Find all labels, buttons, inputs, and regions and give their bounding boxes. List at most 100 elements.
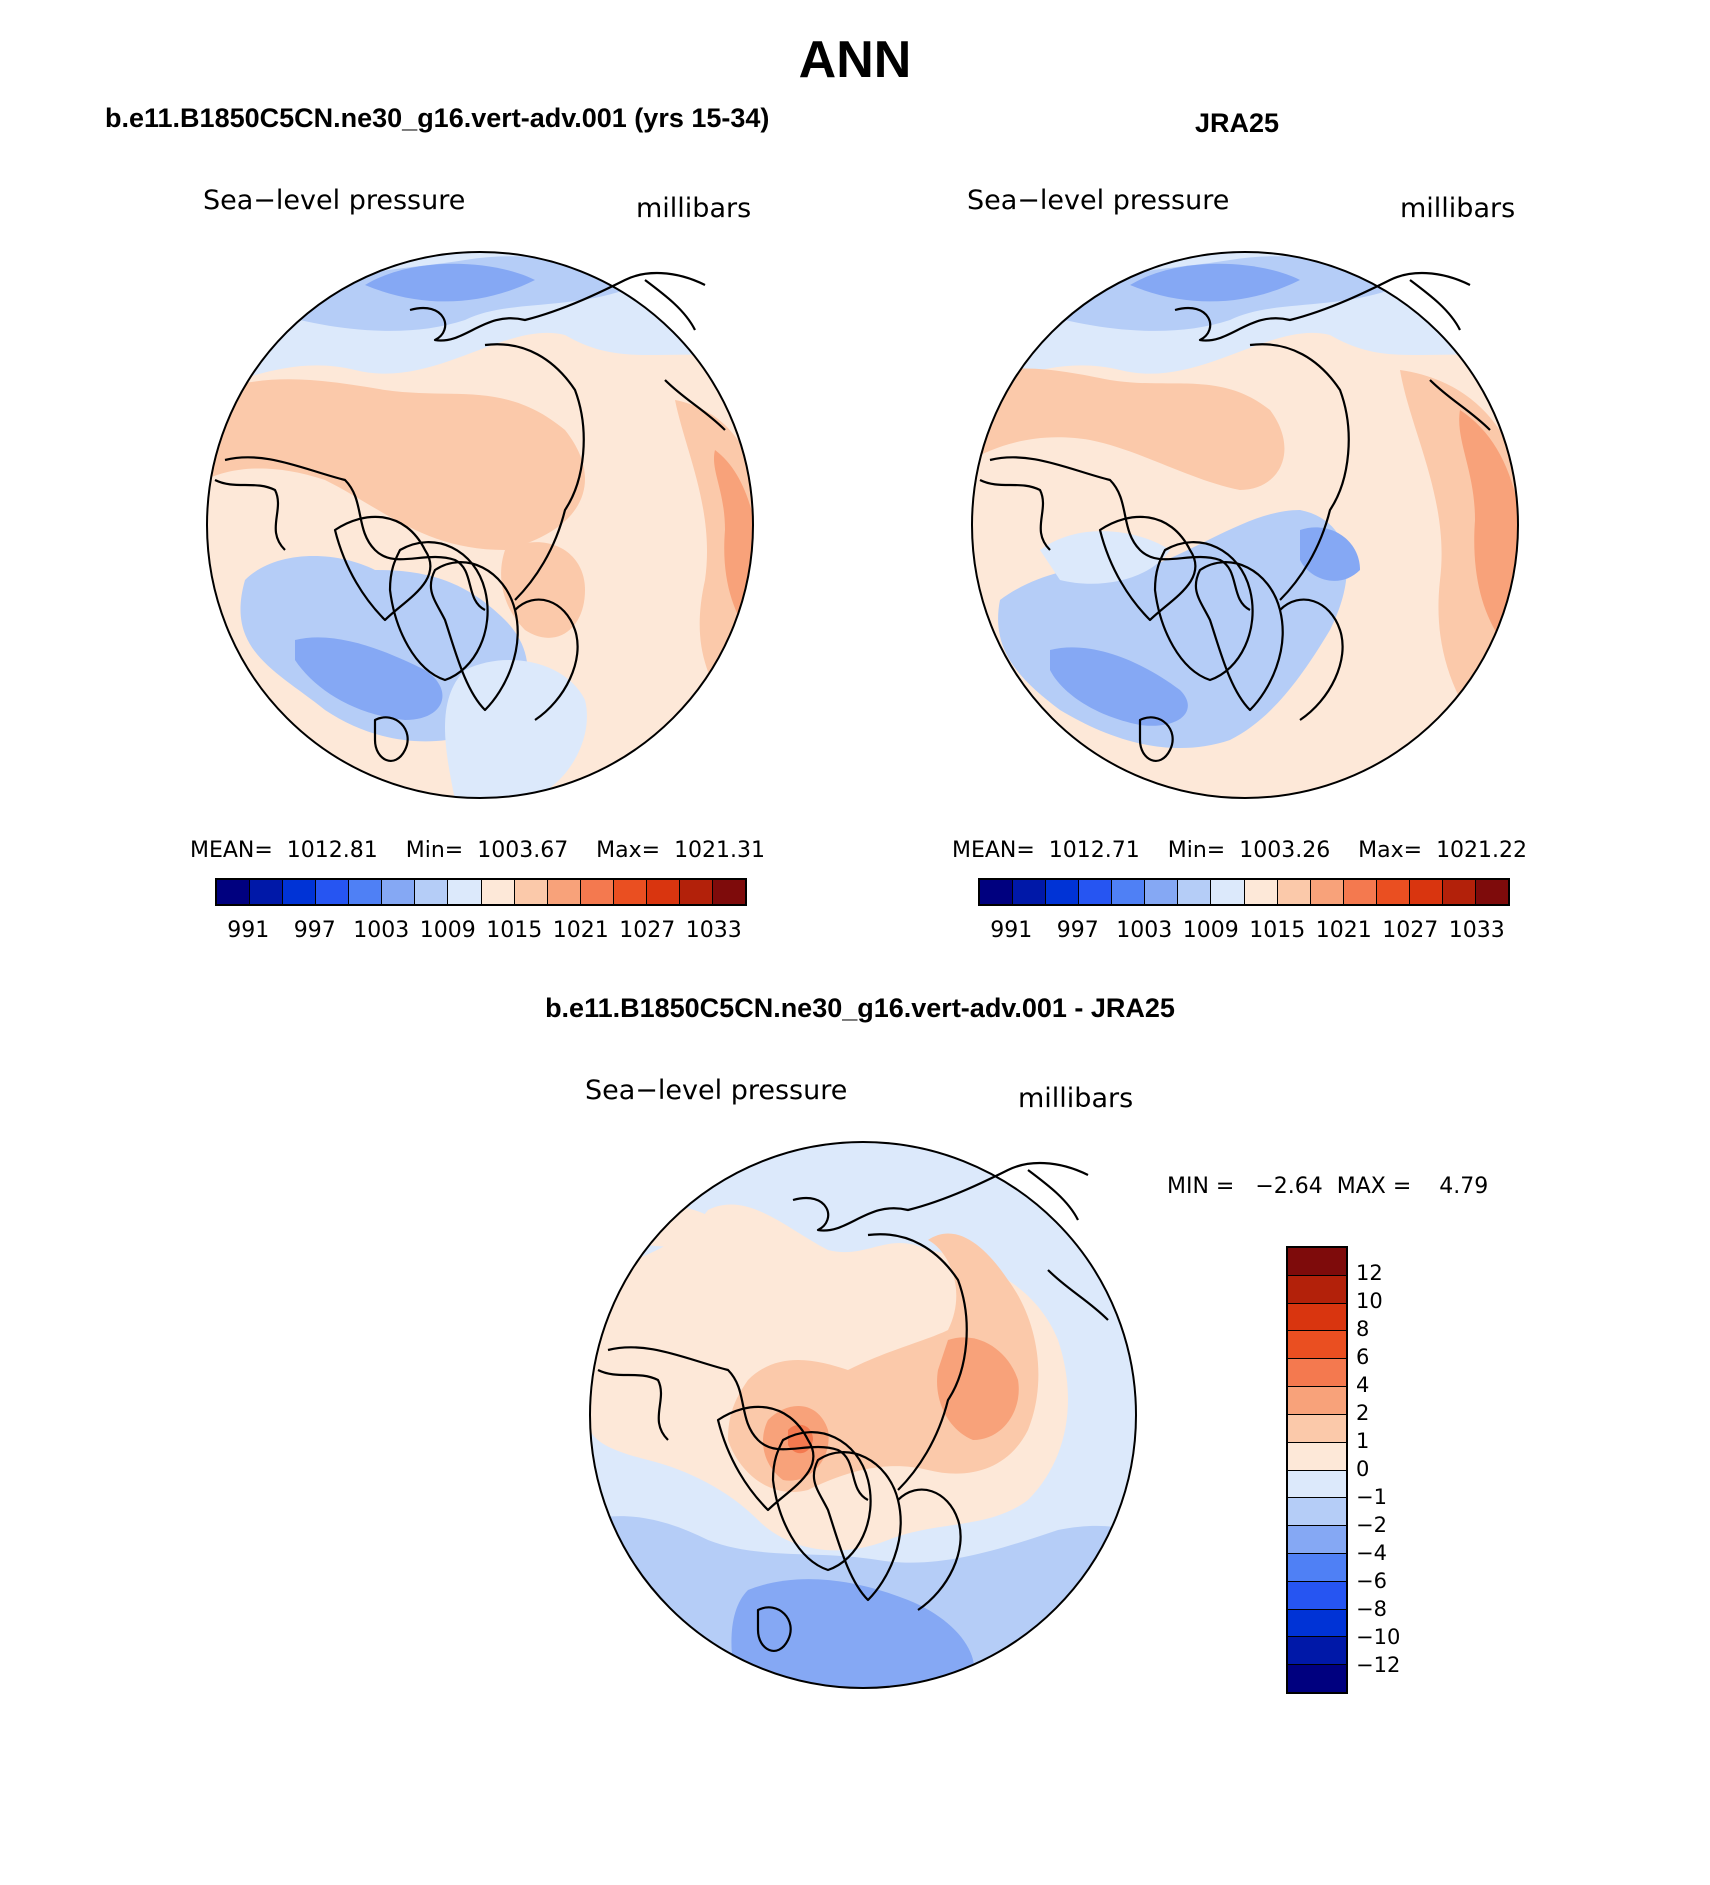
colorbar-box <box>1112 880 1146 904</box>
colorbar-tick-label: 1027 <box>1382 918 1439 943</box>
colorbar-box <box>283 880 317 904</box>
coastlines <box>979 272 1491 762</box>
colorbar-tick-label: 8 <box>1356 1317 1370 1341</box>
colorbar-tick-label: 1033 <box>1448 918 1505 943</box>
colorbar-box <box>1409 880 1443 904</box>
colorbar-tick-label: 1003 <box>1116 918 1173 943</box>
colorbar-box <box>613 880 647 904</box>
colorbar-box <box>980 880 1014 904</box>
colorbar-box <box>448 880 482 904</box>
colorbar-box <box>1288 1303 1346 1332</box>
colorbar-box <box>1288 1387 1346 1415</box>
right-variable-label: Sea−level pressure <box>967 185 1230 216</box>
coastlines <box>597 1162 1109 1652</box>
right-units-label: millibars <box>1400 193 1516 224</box>
map-field-contour <box>731 1579 975 1688</box>
colorbar-tick-label: 6 <box>1356 1345 1370 1369</box>
map-field-contour <box>501 542 585 638</box>
colorbar-tick-label: 4 <box>1356 1373 1370 1397</box>
left-variable-label: Sea−level pressure <box>203 185 466 216</box>
colorbar-box <box>382 880 416 904</box>
map-boundary <box>971 251 1519 799</box>
colorbar-tick-label: −8 <box>1356 1597 1387 1621</box>
right-colorbar <box>978 878 1510 906</box>
colorbar-box <box>217 880 251 904</box>
map-field-contour <box>365 263 535 302</box>
diff-variable-label: Sea−level pressure <box>585 1075 848 1106</box>
colorbar-tick-label: 1009 <box>419 918 476 943</box>
colorbar-box <box>1288 1248 1346 1276</box>
colorbar-box <box>1288 1665 1346 1692</box>
colorbar-box <box>1046 880 1080 904</box>
map-field-contour <box>972 368 1285 490</box>
colorbar-box <box>1288 1581 1346 1610</box>
right-panel-title: JRA25 <box>1195 108 1280 138</box>
map-field-contour <box>1040 531 1170 584</box>
colorbar-box <box>250 880 284 904</box>
colorbar-box <box>1376 880 1410 904</box>
map-field-contour <box>1050 647 1188 726</box>
map-field-contour <box>1300 527 1360 581</box>
colorbar-box <box>547 880 581 904</box>
colorbar-box <box>1277 880 1311 904</box>
colorbar-box <box>1288 1553 1346 1582</box>
colorbar-box <box>1244 880 1278 904</box>
colorbar-tick-label: 1033 <box>685 918 742 943</box>
colorbar-tick-label: −10 <box>1356 1625 1401 1649</box>
colorbar-tick-label: 997 <box>293 918 336 943</box>
colorbar-tick-label: −1 <box>1356 1485 1387 1509</box>
colorbar-tick-label: 1021 <box>1315 918 1372 943</box>
colorbar-box <box>1288 1470 1346 1499</box>
colorbar-box <box>316 880 350 904</box>
colorbar-box <box>1288 1637 1346 1666</box>
map-field-contour <box>207 379 585 550</box>
colorbar-box <box>1475 880 1508 904</box>
coastlines <box>214 272 726 762</box>
colorbar-box <box>1013 880 1047 904</box>
right-stats: MEAN= 1012.71 Min= 1003.26 Max= 1021.22 <box>952 838 1528 863</box>
diff-units-label: millibars <box>1018 1083 1134 1114</box>
map-field-contour <box>937 1337 1019 1440</box>
map-field-contour <box>1130 263 1300 302</box>
colorbar-box <box>415 880 449 904</box>
diff-colorbar <box>1286 1246 1348 1694</box>
colorbar-box <box>481 880 515 904</box>
colorbar-tick-label: 1009 <box>1182 918 1239 943</box>
colorbar-tick-label: 1021 <box>552 918 609 943</box>
colorbar-box <box>1442 880 1476 904</box>
colorbar-box <box>514 880 548 904</box>
colorbar-tick-label: 12 <box>1356 1261 1383 1285</box>
colorbar-tick-label: 1015 <box>1249 918 1306 943</box>
colorbar-tick-label: 10 <box>1356 1289 1383 1313</box>
diff-polar-map <box>589 1141 1137 1689</box>
colorbar-box <box>1288 1275 1346 1304</box>
figure-title: ANN <box>798 31 912 89</box>
colorbar-box <box>1288 1331 1346 1360</box>
colorbar-box <box>580 880 614 904</box>
colorbar-box <box>349 880 383 904</box>
colorbar-box <box>1288 1414 1346 1443</box>
colorbar-tick-label: −6 <box>1356 1569 1387 1593</box>
right-polar-map <box>971 251 1519 799</box>
left-units-label: millibars <box>636 193 752 224</box>
map-boundary <box>206 251 754 799</box>
colorbar-tick-label: 1003 <box>353 918 410 943</box>
colorbar-box <box>1079 880 1113 904</box>
colorbar-box <box>1178 880 1212 904</box>
left-stats: MEAN= 1012.81 Min= 1003.67 Max= 1021.31 <box>190 838 766 863</box>
colorbar-tick-label: −4 <box>1356 1541 1387 1565</box>
map-boundary <box>589 1141 1137 1689</box>
colorbar-tick-label: 1 <box>1356 1429 1370 1453</box>
colorbar-box <box>1288 1526 1346 1554</box>
colorbar-tick-label: 991 <box>990 918 1033 943</box>
diff-stats: MIN = −2.64 MAX = 4.79 <box>1167 1174 1489 1199</box>
map-field-contour <box>295 637 443 720</box>
colorbar-box <box>1310 880 1344 904</box>
colorbar-tick-label: 991 <box>227 918 270 943</box>
colorbar-box <box>1343 880 1377 904</box>
colorbar-box <box>1288 1359 1346 1388</box>
colorbar-tick-label: 0 <box>1356 1457 1370 1481</box>
colorbar-tick-label: 2 <box>1356 1401 1370 1425</box>
colorbar-box <box>1211 880 1245 904</box>
colorbar-box <box>1288 1498 1346 1527</box>
